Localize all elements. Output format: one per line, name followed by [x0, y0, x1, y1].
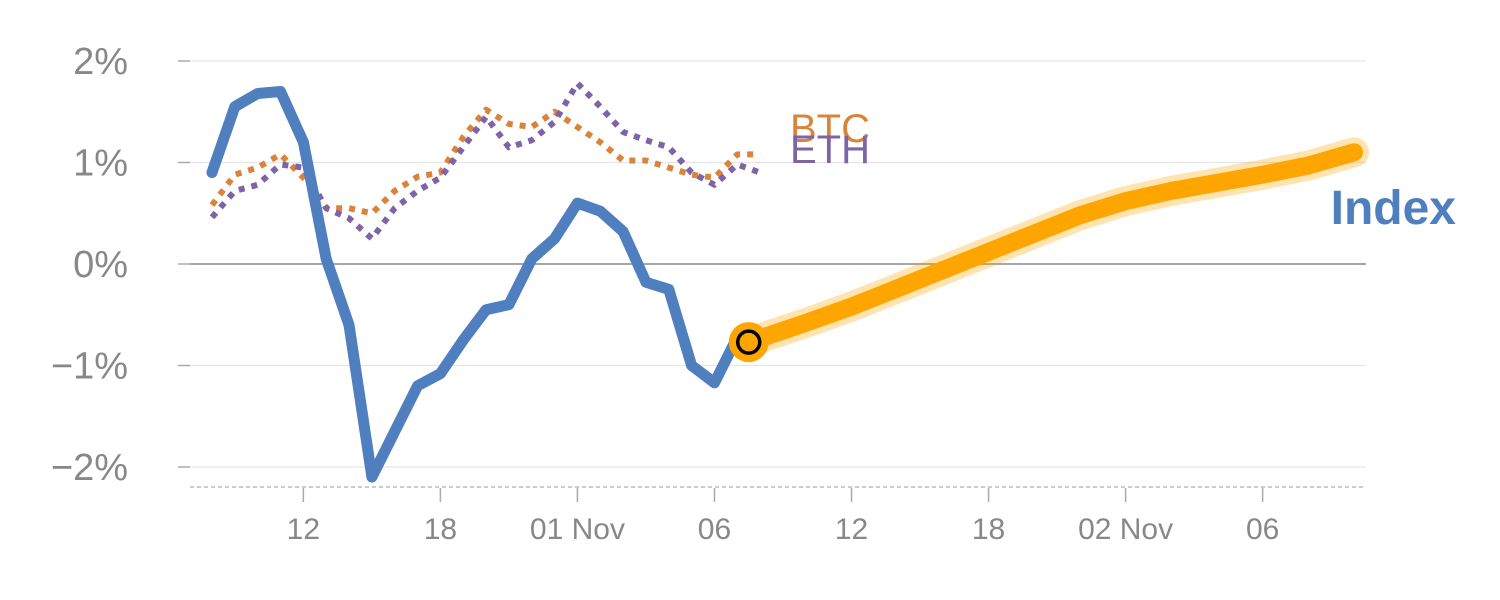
x-tick-label: 01 Nov	[530, 513, 625, 546]
x-tick-label: 06	[1246, 513, 1279, 546]
series-line-index	[206, 86, 743, 483]
y-tick-label: 0%	[73, 244, 128, 286]
series-lines	[206, 80, 762, 483]
x-tick-label: 18	[972, 513, 1005, 546]
y-tick-label: 2%	[73, 41, 128, 83]
series-line-btc	[209, 106, 761, 217]
series-label-index: Index	[1331, 182, 1457, 235]
x-tick-label: 18	[424, 513, 457, 546]
x-tick-label: 06	[698, 513, 731, 546]
marker-ring	[735, 329, 762, 355]
forecast	[728, 137, 1369, 363]
series-label-eth: ETH	[790, 128, 870, 172]
y-tick-label: −1%	[51, 346, 128, 388]
marker-outer	[728, 322, 769, 363]
grid-lines	[190, 60, 1366, 468]
axes: 2% 1% 0% −1% −2% 12 18 01 Nov 06 12 18 02 Nov 06	[51, 41, 1366, 546]
x-tick-label: 02 Nov	[1078, 513, 1173, 546]
series-line-eth	[209, 80, 762, 242]
forecast-line	[739, 143, 1363, 352]
x-tick-label: 12	[287, 513, 320, 546]
x-tick-label: 12	[835, 513, 868, 546]
y-tick-label: −2%	[51, 447, 128, 489]
y-tick-label: 1%	[73, 143, 128, 185]
series-label-btc: BTC	[790, 107, 870, 151]
